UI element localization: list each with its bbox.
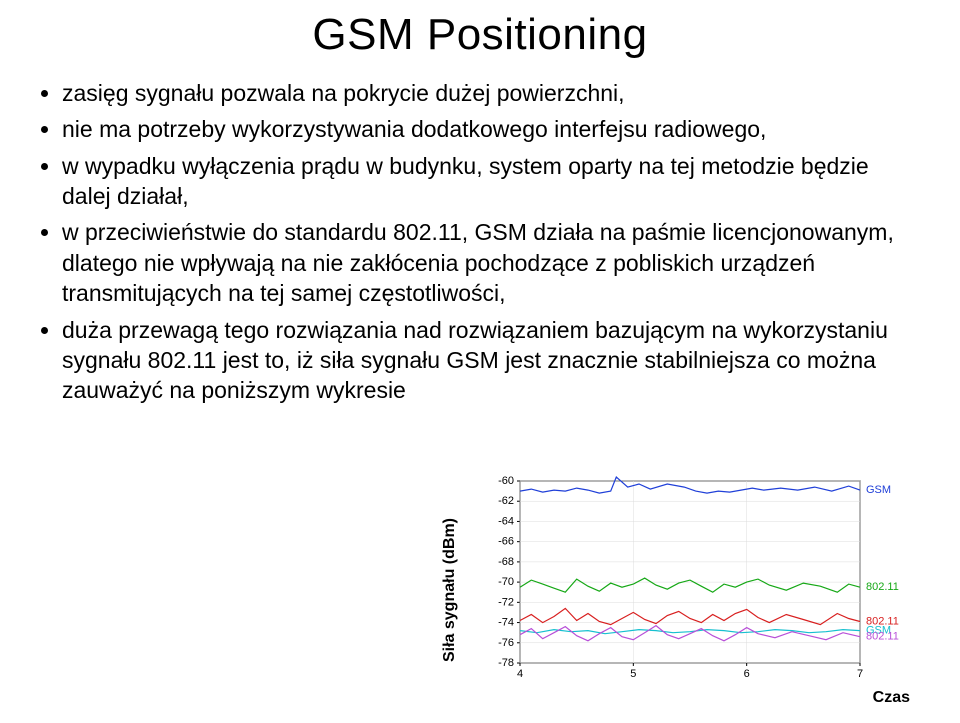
svg-text:-68: -68 — [498, 556, 514, 568]
svg-text:-60: -60 — [498, 475, 514, 487]
list-item: w przeciwieństwie do standardu 802.11, G… — [62, 217, 920, 308]
svg-text:-70: -70 — [498, 576, 514, 588]
chart-svg: -78 -76 -74 -72 -70 -68 -66 -64 -62 -60 4 5 6 7 GSM 802… — [490, 475, 910, 685]
svg-text:-76: -76 — [498, 637, 514, 649]
svg-text:-66: -66 — [498, 536, 514, 548]
chart-ylabel: Siła sygnału (dBm) — [441, 518, 459, 662]
bullet-list: zasięg sygnału pozwala na pokrycie dużej… — [40, 78, 920, 406]
chart-xlabel: Czas — [873, 689, 910, 707]
svg-text:-72: -72 — [498, 596, 514, 608]
svg-text:802.11: 802.11 — [866, 581, 899, 593]
list-item: duża przewagą tego rozwiązania nad rozwi… — [62, 315, 920, 406]
svg-text:4: 4 — [517, 668, 523, 680]
signal-chart: Siła sygnału (dBm) -78-76-74-72-70-68-66… — [460, 475, 920, 705]
list-item: nie ma potrzeby wykorzystywania dodatkow… — [62, 114, 920, 144]
svg-text:GSM: GSM — [866, 484, 891, 496]
svg-text:6: 6 — [744, 668, 750, 680]
svg-text:802.11: 802.11 — [866, 631, 899, 643]
svg-text:7: 7 — [857, 668, 863, 680]
list-item: zasięg sygnału pozwala na pokrycie dużej… — [62, 78, 920, 108]
svg-text:-64: -64 — [498, 515, 514, 527]
svg-text:-78: -78 — [498, 657, 514, 669]
list-item: w wypadku wyłączenia prądu w budynku, sy… — [62, 151, 920, 212]
svg-text:-74: -74 — [498, 617, 514, 629]
svg-text:-62: -62 — [498, 495, 514, 507]
slide-title: GSM Positioning — [40, 10, 920, 60]
svg-text:5: 5 — [630, 668, 636, 680]
